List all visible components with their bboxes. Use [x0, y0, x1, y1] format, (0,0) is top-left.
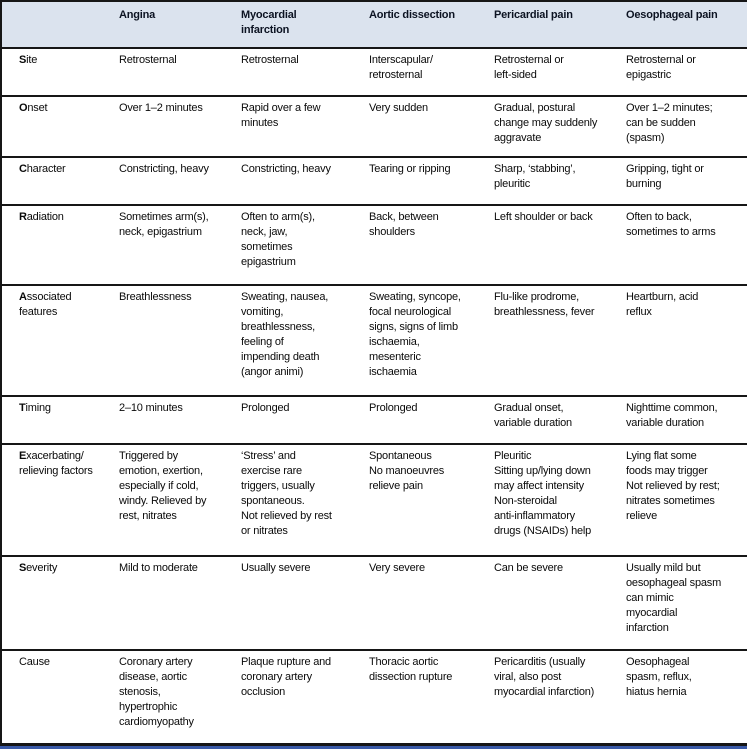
table-cell: Often to back, sometimes to arms — [623, 204, 747, 285]
table-cell: Back, between shoulders — [366, 204, 491, 285]
row-label: Character — [1, 156, 116, 205]
row-label: Cause — [1, 649, 116, 745]
table-cell: Sometimes arm(s), neck, epigastrium — [116, 204, 238, 285]
table-cell: Pleuritic Sitting up/lying down may affe… — [491, 443, 623, 556]
table-row: Onset Over 1–2 minutes Rapid over a few mi… — [1, 95, 747, 157]
table-row: Associated features Breathlessness Sweatin… — [1, 284, 747, 396]
table-cell: Gradual, postural change may suddenly ag… — [491, 95, 623, 157]
table-cell: Constricting, heavy — [238, 156, 366, 205]
table-cell: Retrosternal or left-sided — [491, 47, 623, 96]
table-cell: Mild to moderate — [116, 555, 238, 650]
row-label: Radiation — [1, 204, 116, 285]
table-cell: Prolonged — [238, 395, 366, 444]
table-cell: Over 1–2 minutes — [116, 95, 238, 157]
table-cell: Retrosternal — [238, 47, 366, 96]
table-cell: Gripping, tight or burning — [623, 156, 747, 205]
table-cell: Sharp, ‘stabbing’, pleuritic — [491, 156, 623, 205]
table-cell: Often to arm(s), neck, jaw, sometimes ep… — [238, 204, 366, 285]
table-cell: Sweating, syncope, focal neurological si… — [366, 284, 491, 396]
column-header: Pericardial pain — [491, 1, 623, 48]
table-cell: Flu-like prodrome, breathlessness, fever — [491, 284, 623, 396]
row-label: Site — [1, 47, 116, 96]
table-row: Exacerbating/ relieving factors Triggered… — [1, 443, 747, 556]
table-cell: 2–10 minutes — [116, 395, 238, 444]
row-label: Exacerbating/ relieving factors — [1, 443, 116, 556]
table-row: Cause Coronary artery disease, aortic ste… — [1, 649, 747, 745]
table-cell: Usually severe — [238, 555, 366, 650]
table-cell: Retrosternal — [116, 47, 238, 96]
column-header: Oesophageal pain — [623, 1, 747, 48]
row-label: Timing — [1, 395, 116, 444]
table-cell: Left shoulder or back — [491, 204, 623, 285]
table-cell: Tearing or ripping — [366, 156, 491, 205]
table-cell: Gradual onset, variable duration — [491, 395, 623, 444]
row-label: Onset — [1, 95, 116, 157]
table-cell: Coronary artery disease, aortic stenosis… — [116, 649, 238, 745]
table-cell: Usually mild but oesophageal spasm can m… — [623, 555, 747, 650]
table-cell: Heartburn, acid reflux — [623, 284, 747, 396]
table-cell: ‘Stress’ and exercise rare triggers, usu… — [238, 443, 366, 556]
column-header: Angina — [116, 1, 238, 48]
table-cell: Can be severe — [491, 555, 623, 650]
table-cell: Nighttime common, variable duration — [623, 395, 747, 444]
row-label: Associated features — [1, 284, 116, 396]
table-cell: Oesophageal spasm, reflux, hiatus hernia — [623, 649, 747, 745]
table-row: Radiation Sometimes arm(s), neck, epigast… — [1, 204, 747, 285]
table-cell: Prolonged — [366, 395, 491, 444]
table-cell: Retrosternal or epigastric — [623, 47, 747, 96]
table-cell: Rapid over a few minutes — [238, 95, 366, 157]
table-cell: Breathlessness — [116, 284, 238, 396]
table-cell: Triggered by emotion, exertion, especial… — [116, 443, 238, 556]
table-row: Timing 2–10 minutes Prolonged Prolonged Grad… — [1, 395, 747, 444]
table-cell: Interscapular/ retrosternal — [366, 47, 491, 96]
table-cell: Spontaneous No manoeuvres relieve pain — [366, 443, 491, 556]
table-cell: Constricting, heavy — [116, 156, 238, 205]
table-cell: Very severe — [366, 555, 491, 650]
table-cell: Sweating, nausea, vomiting, breathlessne… — [238, 284, 366, 396]
column-header: Myocardial infarction — [238, 1, 366, 48]
table-cell: Very sudden — [366, 95, 491, 157]
corner-header-cell — [1, 1, 116, 48]
table-cell: Plaque rupture and coronary artery occlu… — [238, 649, 366, 745]
table-row: Severity Mild to moderate Usually severe Ve… — [1, 555, 747, 650]
table-cell: Over 1–2 minutes; can be sudden (spasm) — [623, 95, 747, 157]
table-row: Character Constricting, heavy Constricting… — [1, 156, 747, 205]
table-cell: Lying flat some foods may trigger Not re… — [623, 443, 747, 556]
column-header: Aortic dissection — [366, 1, 491, 48]
row-label: Severity — [1, 555, 116, 650]
table-row: Site Retrosternal Retrosternal Interscapula… — [1, 47, 747, 96]
table-header-row: Angina Myocardial infarction Aortic dissec… — [1, 1, 747, 48]
table-cell: Pericarditis (usually viral, also post m… — [491, 649, 623, 745]
table-cell: Thoracic aortic dissection rupture — [366, 649, 491, 745]
